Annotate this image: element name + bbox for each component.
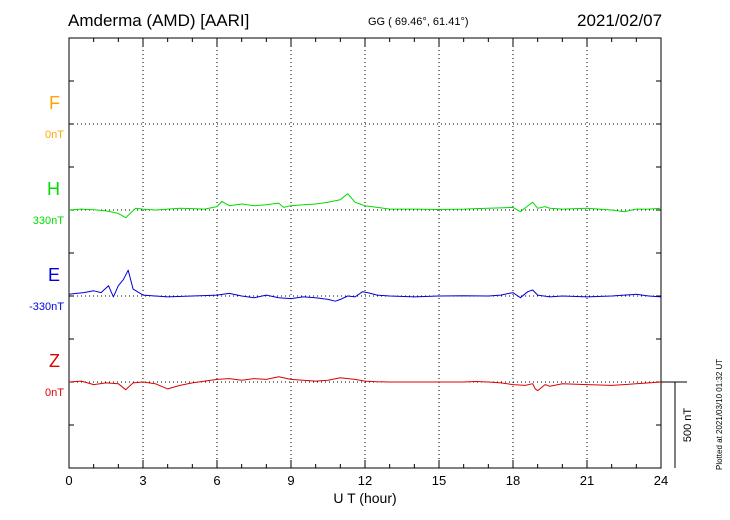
station-title: Amderma (AMD) [AARI] (68, 11, 250, 30)
scale-bar-label: 500 nT (682, 408, 694, 443)
x-tick-label: 18 (506, 473, 520, 488)
channel-letter-z: Z (49, 351, 60, 371)
series-line-e (68, 269, 662, 302)
channel-letter-e: E (47, 265, 60, 285)
x-tick-label: 24 (654, 473, 668, 488)
date-label: 2021/02/07 (577, 11, 663, 30)
x-tick-label: 21 (580, 473, 594, 488)
channel-baseline-f: 0nT (45, 129, 64, 141)
series-line-z (68, 376, 662, 392)
channel-baseline-e: -330nT (29, 301, 64, 313)
x-tick-label: 3 (139, 473, 146, 488)
x-axis-title: U T (hour) (333, 490, 396, 506)
channel-baseline-h: 330nT (32, 215, 64, 227)
coords-label: GG ( 69.46°, 61.41°) (368, 16, 469, 28)
x-tick-label: 9 (287, 473, 294, 488)
series-line-h (68, 193, 662, 219)
x-tick-label: 12 (358, 473, 372, 488)
x-tick-label: 15 (432, 473, 446, 488)
channel-baseline-z: 0nT (45, 387, 64, 399)
x-tick-label: 0 (65, 473, 72, 488)
channel-letter-f: F (49, 93, 60, 113)
channel-letter-h: H (47, 179, 60, 199)
x-tick-label: 6 (213, 473, 220, 488)
